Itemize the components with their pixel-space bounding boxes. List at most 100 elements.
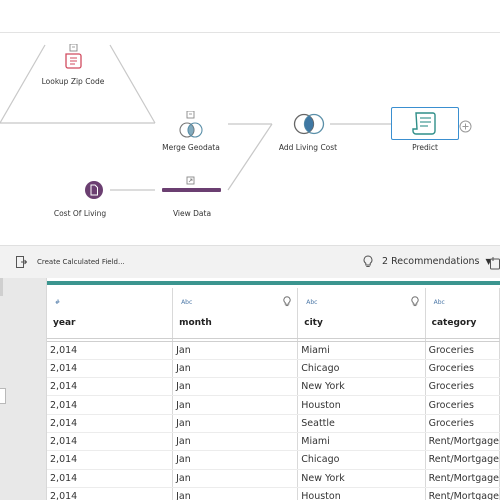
script-icon xyxy=(412,112,436,135)
lightbulb-icon[interactable] xyxy=(283,296,291,307)
calculated-field-icon xyxy=(16,256,27,268)
add-step-plus-icon[interactable] xyxy=(459,118,472,137)
cell-category: Groceries xyxy=(425,359,500,379)
node-cost-of-living[interactable] xyxy=(84,180,104,204)
cell-year: 2,014 xyxy=(47,432,174,452)
grid-accent-bar xyxy=(47,281,500,285)
node-label-merge-geodata: Merge Geodata xyxy=(162,143,220,152)
cell-category: Groceries xyxy=(425,377,500,397)
node-merge-geodata[interactable] xyxy=(178,110,204,143)
cell-category: Groceries xyxy=(425,414,500,433)
cell-year: 2,014 xyxy=(47,450,174,470)
cell-city: Chicago xyxy=(297,450,426,470)
cell-month: Jan xyxy=(172,341,299,360)
data-source-icon xyxy=(85,181,103,199)
header-row: # year Abc month Abc city xyxy=(47,288,500,339)
node-predict-selected[interactable] xyxy=(391,107,459,140)
cell-month: Jan xyxy=(172,487,299,500)
output-icon xyxy=(162,176,221,192)
table-row[interactable]: 2,014 Jan Miami Groceries xyxy=(47,341,500,360)
link-line xyxy=(109,44,156,124)
table-row[interactable]: 2,014 Jan Houston Rent/Mortgage xyxy=(47,487,500,500)
table-row[interactable]: 2,014 Jan New York Rent/Mortgage xyxy=(47,469,500,488)
cell-city: New York xyxy=(297,377,426,397)
cell-category: Groceries xyxy=(425,395,500,415)
cell-year: 2,014 xyxy=(47,359,174,379)
cell-category: Rent/Mortgage xyxy=(425,450,500,470)
cell-category: Rent/Mortgage xyxy=(425,432,500,452)
merge-icon xyxy=(179,110,203,138)
lightbulb-icon xyxy=(363,255,373,267)
cell-month: Jan xyxy=(172,469,299,488)
profile-toolbar: Create Calculated Field... 2 Recommendat… xyxy=(0,245,500,278)
cell-city: Chicago xyxy=(297,359,426,379)
cell-month: Jan xyxy=(172,432,299,452)
field-type-string: Abc xyxy=(306,299,318,306)
node-label-predict: Predict xyxy=(412,143,438,152)
table-row[interactable]: 2,014 Jan Seattle Groceries xyxy=(47,414,500,433)
recommendations-label: 2 Recommendations xyxy=(382,256,480,267)
lightbulb-icon[interactable] xyxy=(411,296,419,307)
cell-month: Jan xyxy=(172,359,299,379)
node-label-add-living-cost: Add Living Cost xyxy=(278,143,338,152)
table-row[interactable]: 2,014 Jan Chicago Rent/Mortgage xyxy=(47,450,500,470)
cell-city: Miami xyxy=(297,432,426,452)
node-label-lookup-zip-code: Lookup Zip Code xyxy=(41,77,105,86)
flow-connections xyxy=(0,44,391,191)
column-name: month xyxy=(179,318,212,328)
cell-year: 2,014 xyxy=(47,487,174,500)
data-grid: # year Abc month Abc city xyxy=(47,278,500,500)
cell-category: Rent/Mortgage xyxy=(425,469,500,488)
cell-year: 2,014 xyxy=(47,341,174,360)
cell-city: Houston xyxy=(297,395,426,415)
field-type-string: Abc xyxy=(433,299,445,306)
more-options-icon[interactable] xyxy=(490,255,500,274)
cell-city: Seattle xyxy=(297,414,426,433)
cell-city: Miami xyxy=(297,341,426,360)
cell-category: Rent/Mortgage xyxy=(425,487,500,500)
cell-year: 2,014 xyxy=(47,377,174,397)
column-name: category xyxy=(431,318,477,328)
column-name: year xyxy=(53,318,76,328)
link-line xyxy=(0,44,46,124)
cell-month: Jan xyxy=(172,414,299,433)
flow-canvas[interactable]: Lookup Zip Code Merge Geodata Add Living… xyxy=(0,0,500,245)
create-calculated-field-button[interactable]: Create Calculated Field... xyxy=(16,256,125,268)
column-header-year[interactable]: # year xyxy=(47,288,174,339)
node-lookup-zip-code[interactable] xyxy=(64,43,84,74)
panel-handle[interactable] xyxy=(0,278,3,296)
node-add-living-cost[interactable] xyxy=(292,113,326,139)
canvas-divider xyxy=(0,32,500,33)
column-header-category[interactable]: Abc category xyxy=(425,288,500,339)
column-header-city[interactable]: Abc city xyxy=(297,288,426,339)
table-row[interactable]: 2,014 Jan New York Groceries xyxy=(47,377,500,397)
table-row[interactable]: 2,014 Jan Chicago Groceries xyxy=(47,359,500,379)
node-view-data[interactable] xyxy=(162,176,222,198)
left-side-panel xyxy=(0,278,47,500)
panel-checkbox[interactable] xyxy=(0,388,6,404)
recommendations-button[interactable]: 2 Recommendations ▼ xyxy=(363,255,492,268)
script-icon xyxy=(65,43,82,69)
node-label-view-data: View Data xyxy=(172,209,212,218)
cell-city: New York xyxy=(297,469,426,488)
data-table: # year Abc month Abc city xyxy=(47,288,500,500)
cell-city: Houston xyxy=(297,487,426,500)
field-type-number: # xyxy=(55,299,61,306)
link-line xyxy=(227,123,273,191)
field-type-string: Abc xyxy=(181,299,193,306)
join-icon xyxy=(293,113,325,135)
table-row[interactable]: 2,014 Jan Houston Groceries xyxy=(47,395,500,415)
table-row[interactable]: 2,014 Jan Miami Rent/Mortgage xyxy=(47,432,500,452)
cell-year: 2,014 xyxy=(47,469,174,488)
header-spacer-row xyxy=(47,338,500,342)
cell-category: Groceries xyxy=(425,341,500,360)
column-name: city xyxy=(304,318,323,328)
cell-month: Jan xyxy=(172,395,299,415)
cell-month: Jan xyxy=(172,450,299,470)
create-calculated-field-label: Create Calculated Field... xyxy=(37,258,125,266)
column-header-month[interactable]: Abc month xyxy=(172,288,299,339)
node-label-cost-of-living: Cost Of Living xyxy=(53,209,107,218)
cell-year: 2,014 xyxy=(47,395,174,415)
chevron-down-icon: ▼ xyxy=(485,257,492,266)
cell-month: Jan xyxy=(172,377,299,397)
